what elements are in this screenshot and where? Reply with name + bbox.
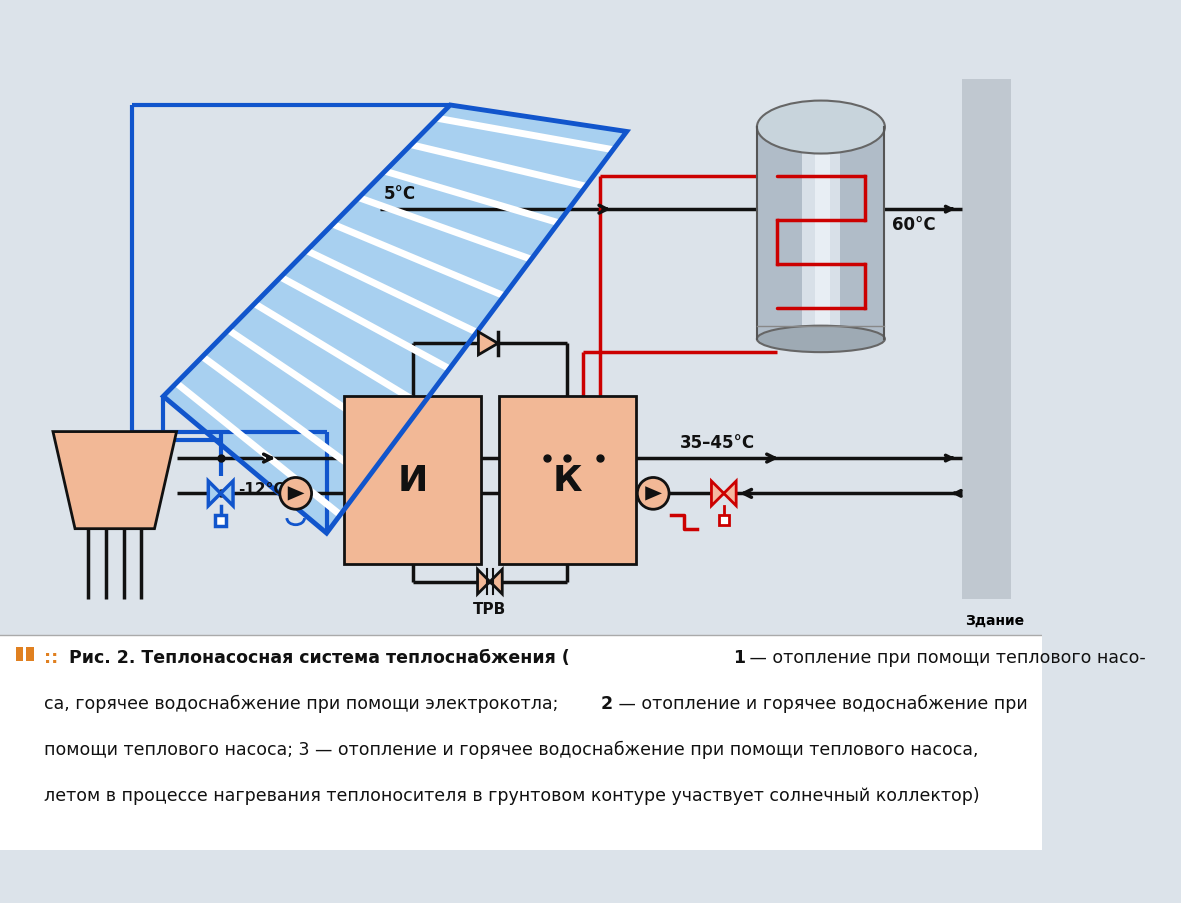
FancyBboxPatch shape	[815, 136, 830, 330]
FancyBboxPatch shape	[718, 515, 729, 526]
FancyBboxPatch shape	[963, 79, 1011, 600]
Text: — отопление и горячее водоснабжение при: — отопление и горячее водоснабжение при	[613, 694, 1029, 712]
Circle shape	[280, 478, 312, 509]
FancyBboxPatch shape	[15, 647, 22, 661]
FancyBboxPatch shape	[802, 133, 840, 335]
Text: помощи теплового насоса; 3 — отопление и горячее водоснабжение при помощи теплов: помощи теплового насоса; 3 — отопление и…	[44, 740, 979, 758]
Polygon shape	[645, 487, 661, 501]
Text: Рис. 2. Теплонасосная система теплоснабжения (: Рис. 2. Теплонасосная система теплоснабж…	[68, 648, 569, 666]
FancyBboxPatch shape	[26, 647, 33, 661]
Polygon shape	[288, 487, 305, 501]
Text: ТРВ: ТРВ	[474, 601, 507, 617]
FancyBboxPatch shape	[0, 635, 1043, 850]
FancyBboxPatch shape	[215, 516, 226, 526]
Ellipse shape	[757, 326, 885, 353]
Polygon shape	[477, 570, 490, 594]
Polygon shape	[53, 433, 176, 529]
Text: 2: 2	[600, 694, 613, 712]
Text: К: К	[553, 463, 582, 498]
Polygon shape	[163, 106, 627, 534]
Polygon shape	[478, 332, 498, 356]
Text: 60°C: 60°C	[892, 216, 935, 234]
Polygon shape	[490, 570, 502, 594]
Text: Здание: Здание	[965, 613, 1024, 627]
Text: летом в процессе нагревания теплоносителя в грунтовом контуре участвует солнечны: летом в процессе нагревания теплоносител…	[44, 786, 980, 804]
FancyBboxPatch shape	[757, 128, 886, 340]
FancyBboxPatch shape	[344, 396, 481, 564]
FancyBboxPatch shape	[0, 53, 1043, 635]
Text: -12°C: -12°C	[239, 482, 285, 497]
Polygon shape	[208, 481, 221, 507]
Text: са, горячее водоснабжение при помощи электрокотла;: са, горячее водоснабжение при помощи эле…	[44, 694, 565, 712]
Text: 1: 1	[732, 648, 745, 666]
Text: И: И	[398, 463, 428, 498]
Ellipse shape	[757, 101, 885, 154]
Polygon shape	[221, 481, 233, 507]
Polygon shape	[724, 481, 736, 507]
Text: 35–45°C: 35–45°C	[680, 433, 755, 452]
Text: — отопление при помощи теплового насо-: — отопление при помощи теплового насо-	[744, 648, 1146, 666]
Circle shape	[638, 478, 670, 509]
Polygon shape	[711, 481, 724, 507]
FancyBboxPatch shape	[498, 396, 635, 564]
Text: ::: ::	[44, 648, 58, 666]
Text: 5°C: 5°C	[384, 185, 416, 203]
